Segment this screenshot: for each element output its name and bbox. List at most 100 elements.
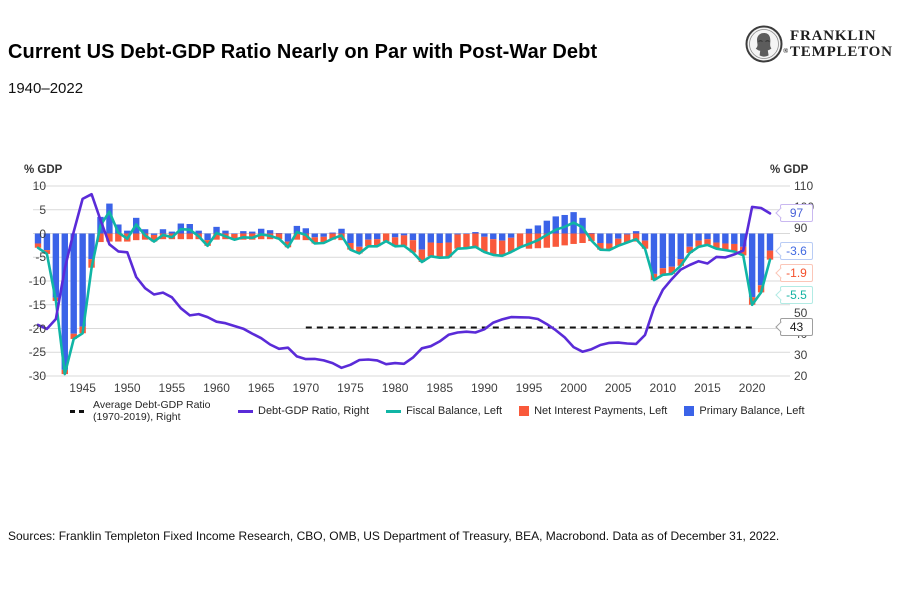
net-interest-bar bbox=[713, 242, 720, 249]
primary-balance-bar bbox=[34, 233, 42, 244]
registered-mark: ® bbox=[783, 47, 789, 55]
net-interest-bar bbox=[543, 233, 551, 248]
net-interest-bar bbox=[686, 246, 693, 253]
net-interest-bar bbox=[329, 233, 336, 240]
net-interest-bar bbox=[507, 237, 515, 253]
primary-balance-bar bbox=[391, 233, 399, 238]
primary-balance-bar bbox=[615, 233, 622, 239]
left-axis-tick-label: -5 bbox=[35, 250, 46, 265]
net-interest-bar bbox=[257, 233, 265, 240]
net-interest-bar bbox=[445, 242, 452, 258]
legend-label: Fiscal Balance, Left bbox=[406, 404, 503, 417]
left-axis-tick-label: -10 bbox=[28, 274, 46, 288]
legend-item-net-interest: Net Interest Payments, Left bbox=[519, 405, 667, 418]
callout-43: 43 bbox=[774, 318, 813, 337]
callout--3_6: -3.6 bbox=[774, 241, 813, 260]
net-interest-bar bbox=[275, 233, 283, 240]
primary-balance-bar bbox=[436, 233, 443, 243]
primary-balance-bar bbox=[88, 233, 95, 260]
callout--1_9: -1.9 bbox=[774, 263, 813, 282]
net-interest-bar bbox=[677, 259, 684, 266]
primary-balance-bar bbox=[284, 233, 292, 242]
net-interest-bar bbox=[641, 240, 649, 249]
primary-balance-bar bbox=[713, 233, 720, 243]
primary-balance-bar bbox=[677, 233, 684, 260]
legend-swatch-icon bbox=[386, 409, 402, 413]
net-interest-bar bbox=[374, 239, 381, 247]
primary-balance-bar bbox=[427, 233, 434, 243]
primary-balance-bar bbox=[472, 232, 479, 234]
primary-balance-bar bbox=[52, 233, 60, 298]
primary-balance-bar bbox=[61, 233, 68, 370]
x-axis-tick-label: 1955 bbox=[158, 381, 186, 395]
primary-balance-bar bbox=[632, 231, 640, 234]
x-axis-tick-label: 2020 bbox=[738, 381, 766, 395]
net-interest-bar bbox=[365, 239, 372, 247]
net-interest-bar bbox=[579, 233, 586, 243]
net-interest-bar bbox=[632, 233, 640, 242]
primary-balance-bar bbox=[740, 233, 747, 247]
net-interest-bar bbox=[400, 235, 408, 246]
primary-balance-bar bbox=[722, 233, 729, 244]
net-interest-bar bbox=[115, 233, 122, 242]
right-axis-unit-label: % GDP bbox=[770, 164, 809, 176]
primary-balance-bar bbox=[561, 214, 568, 234]
net-interest-bar bbox=[97, 233, 104, 243]
primary-balance-bar bbox=[106, 203, 113, 234]
x-axis-tick-label: 1995 bbox=[515, 381, 543, 395]
net-interest-bar bbox=[302, 233, 310, 241]
legend-swatch-icon bbox=[684, 406, 695, 417]
net-interest-bar bbox=[498, 240, 506, 256]
net-interest-bar bbox=[347, 243, 354, 250]
legend-label: Debt-GDP Ratio, Right bbox=[258, 404, 370, 417]
net-interest-bar bbox=[213, 233, 220, 240]
legend-label: Net Interest Payments, Left bbox=[534, 404, 668, 417]
legend-item-average-debt-gdp: Average Debt-GDP Ratio (1970-2019), Righ… bbox=[70, 399, 221, 423]
primary-balance-bar bbox=[507, 233, 515, 238]
net-interest-bar bbox=[588, 233, 595, 242]
legend-item-primary-balance: Primary Balance, Left bbox=[684, 405, 805, 418]
callout--5_5: -5.5 bbox=[774, 285, 813, 304]
page-title: Current US Debt-GDP Ratio Nearly on Par … bbox=[8, 41, 598, 64]
primary-balance-bar bbox=[222, 230, 229, 234]
left-axis-tick-label: -20 bbox=[28, 321, 46, 336]
primary-balance-bar bbox=[543, 220, 551, 234]
primary-balance-bar bbox=[445, 233, 452, 243]
primary-balance-bar bbox=[481, 233, 488, 237]
net-interest-bar bbox=[284, 241, 292, 248]
net-interest-bar bbox=[668, 266, 676, 274]
primary-balance-bar bbox=[650, 233, 658, 274]
primary-balance-bar bbox=[534, 225, 542, 234]
net-interest-bar bbox=[490, 239, 497, 255]
net-interest-bar bbox=[311, 237, 318, 244]
primary-balance-bar bbox=[686, 233, 693, 247]
fiscal-balance-line bbox=[36, 210, 772, 376]
net-interest-bar bbox=[766, 250, 774, 260]
net-interest-bar bbox=[391, 237, 399, 247]
net-interest-bar bbox=[704, 239, 711, 245]
net-interest-bar bbox=[472, 233, 479, 249]
primary-balance-bar bbox=[552, 216, 559, 234]
net-interest-bar bbox=[293, 233, 301, 240]
chart-legend: Average Debt-GDP Ratio (1970-2019), Righ… bbox=[70, 399, 850, 423]
net-interest-bar bbox=[454, 234, 461, 249]
primary-balance-bar bbox=[766, 233, 774, 251]
left-axis-tick-label: -25 bbox=[28, 345, 46, 360]
franklin-templeton-logo: ® FRANKLIN TEMPLETON bbox=[744, 24, 893, 64]
left-axis-tick-label: -30 bbox=[28, 369, 46, 383]
brand-name-line2: TEMPLETON bbox=[790, 44, 893, 60]
primary-balance-bar bbox=[748, 233, 756, 298]
x-axis-tick-label: 1945 bbox=[69, 381, 96, 395]
primary-balance-bar bbox=[579, 217, 586, 234]
primary-balance-bar bbox=[168, 231, 176, 234]
left-axis-tick-label: 5 bbox=[39, 202, 46, 217]
primary-balance-bar bbox=[606, 233, 613, 244]
net-interest-bar bbox=[481, 236, 488, 253]
primary-balance-bar bbox=[311, 233, 318, 238]
primary-balance-bar bbox=[150, 233, 158, 235]
x-axis-tick-label: 1980 bbox=[381, 381, 409, 395]
x-axis-tick-label: 1960 bbox=[203, 381, 230, 395]
x-axis-tick-label: 2000 bbox=[560, 381, 587, 395]
